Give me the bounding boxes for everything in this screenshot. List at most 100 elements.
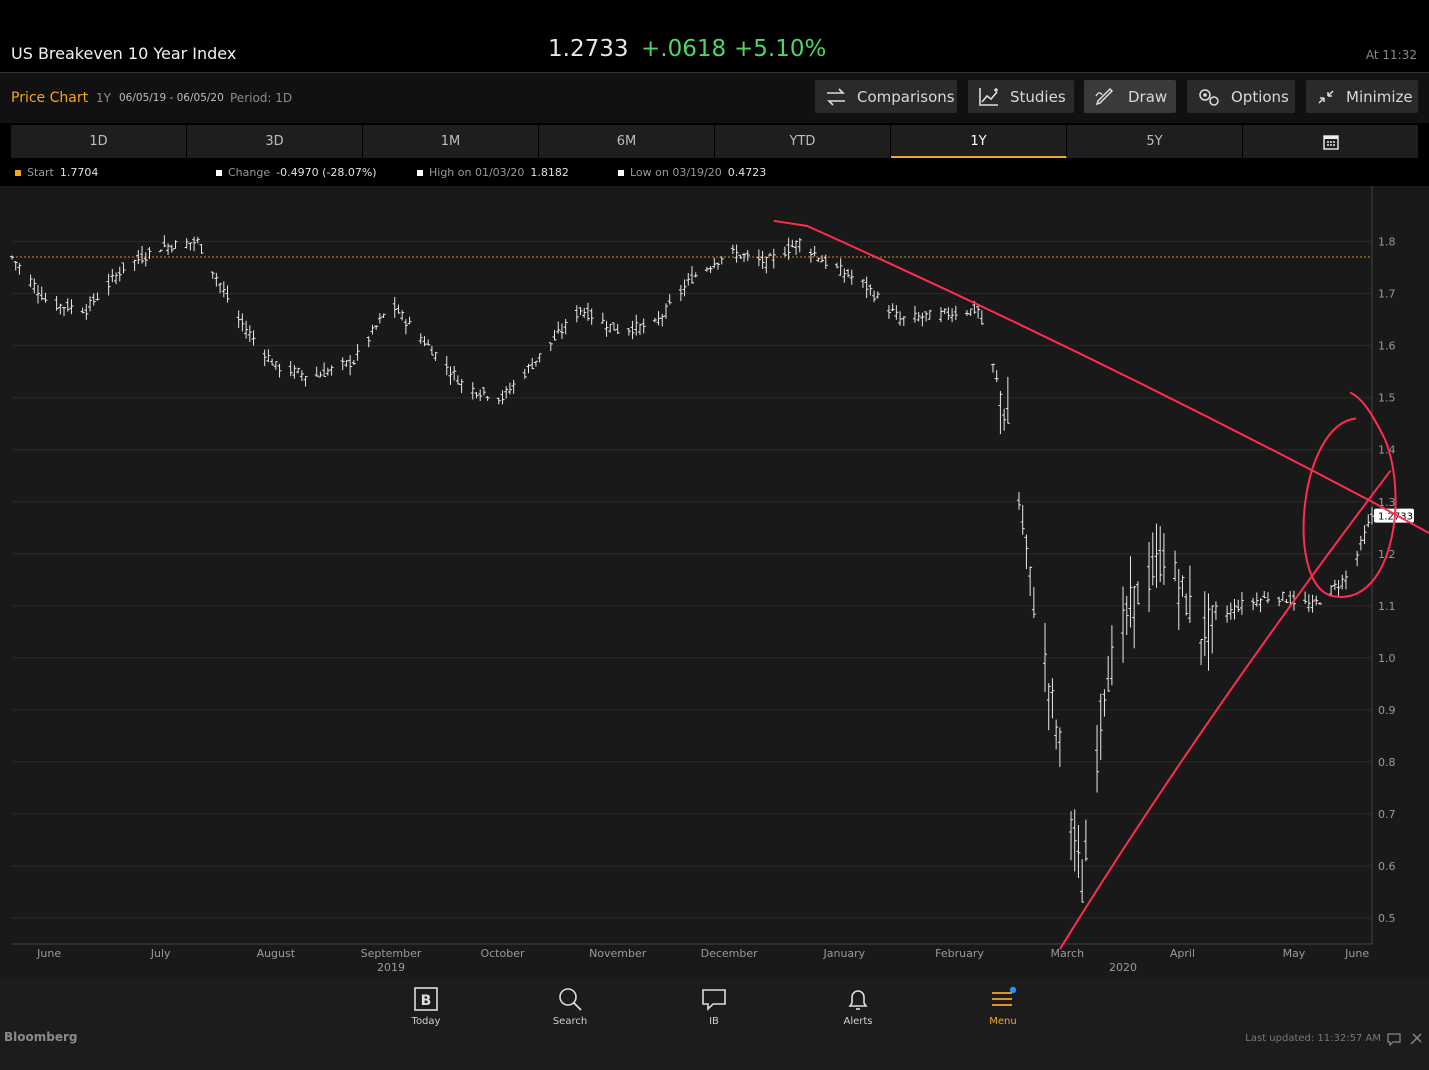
start-label: Start [27, 166, 54, 179]
options-button[interactable]: Options [1187, 80, 1295, 113]
chart-svg[interactable]: 0.50.60.70.80.91.01.11.21.31.41.51.61.71… [0, 186, 1429, 978]
low-label: Low on 03/19/20 [630, 166, 722, 179]
high-value: 1.8182 [530, 166, 569, 179]
bloomberg-b-icon: B [414, 987, 438, 1011]
high-label: High on 01/03/20 [429, 166, 525, 179]
y-tick-label: 0.5 [1378, 912, 1396, 925]
x-tick-label: January [822, 947, 865, 960]
y-tick-label: 1.0 [1378, 652, 1396, 665]
minimize-button[interactable]: Minimize [1306, 80, 1418, 113]
bell-icon [848, 990, 868, 1010]
tab-6m[interactable]: 6M [539, 125, 715, 158]
nav-alerts-label: Alerts [843, 1016, 873, 1027]
draw-button[interactable]: Draw [1084, 80, 1176, 113]
stats-bar: Start 1.7704 Change -0.4970 (-28.07%) Hi… [0, 160, 1429, 186]
x-tick-label: July [150, 947, 171, 960]
chat-bubble-icon [702, 989, 726, 1011]
net-change: +.0618 [641, 36, 727, 62]
as-of-time: At 11:32 [1365, 48, 1417, 62]
x-tick-label: December [701, 947, 759, 960]
range-tabs: 1D 3D 1M 6M YTD 1Y 5Y [11, 125, 1418, 158]
period-label: Period: 1D [230, 91, 293, 105]
x-tick-label: August [257, 947, 296, 960]
x-tick-label: June [1344, 947, 1369, 960]
x-year-label: 2019 [377, 961, 405, 974]
resistance-trendline [773, 219, 1429, 534]
change-label: Change [228, 166, 271, 179]
tab-1y[interactable]: 1Y [891, 125, 1067, 158]
change-stat: Change -0.4970 (-28.07%) [216, 166, 377, 179]
change-value: -0.4970 (-28.07%) [276, 166, 377, 179]
options-label: Options [1231, 87, 1289, 106]
y-tick-label: 1.1 [1378, 600, 1396, 613]
minimize-arrows-icon [1318, 89, 1334, 104]
nav-menu-label: Menu [989, 1016, 1017, 1027]
calendar-tab[interactable] [1243, 125, 1418, 158]
percent-change: +5.10% [734, 36, 827, 62]
nav-search-label: Search [552, 1016, 588, 1027]
range-label: 1Y [96, 91, 111, 105]
nav-ib[interactable]: IB [674, 986, 754, 1027]
x-tick-label: June [36, 947, 61, 960]
y-tick-label: 1.8 [1378, 236, 1396, 249]
low-marker [618, 169, 624, 176]
hamburger-menu-icon [992, 986, 1017, 1006]
calendar-icon [1322, 135, 1339, 150]
x-tick-label: March [1051, 947, 1085, 960]
nav-today[interactable]: B Today [386, 986, 466, 1027]
chat-small-icon[interactable] [1387, 1032, 1403, 1046]
start-value: 1.7704 [59, 166, 99, 179]
nav-today-label: Today [411, 1016, 441, 1027]
tab-1m[interactable]: 1M [363, 125, 539, 158]
tab-3d[interactable]: 3D [187, 125, 363, 158]
security-title: US Breakeven 10 Year Index [11, 44, 237, 63]
y-tick-label: 0.6 [1378, 860, 1396, 873]
y-tick-label: 1.6 [1378, 340, 1396, 353]
nav-search[interactable]: Search [530, 986, 610, 1027]
y-tick-label: 1.3 [1378, 496, 1396, 509]
price-chart-label[interactable]: Price Chart [11, 90, 89, 106]
highlight-circle [1302, 391, 1397, 598]
y-tick-label: 1.5 [1378, 392, 1396, 405]
tab-ytd[interactable]: YTD [715, 125, 891, 158]
nav-alerts[interactable]: Alerts [818, 986, 898, 1027]
tab-1d[interactable]: 1D [11, 125, 187, 158]
header: US Breakeven 10 Year Index 1.2733 +.0618… [0, 0, 1429, 73]
tab-5y[interactable]: 5Y [1067, 125, 1243, 158]
x-tick-label: February [935, 947, 984, 960]
start-marker [15, 169, 21, 176]
nav-menu[interactable]: Menu [963, 986, 1043, 1027]
date-range: 06/05/19 - 06/05/20 [119, 92, 224, 104]
svg-text:B: B [421, 993, 432, 1009]
tools-icon[interactable] [1409, 1032, 1425, 1046]
high-marker [417, 169, 423, 176]
y-tick-label: 0.8 [1378, 756, 1396, 769]
search-icon [559, 988, 582, 1011]
draw-label: Draw [1128, 87, 1168, 106]
y-tick-label: 0.7 [1378, 808, 1396, 821]
y-tick-label: 0.9 [1378, 704, 1396, 717]
x-tick-label: October [480, 947, 524, 960]
x-tick-label: May [1283, 947, 1306, 960]
bloomberg-logo: Bloomberg [4, 1030, 78, 1044]
comparisons-button[interactable]: Comparisons [815, 80, 957, 113]
minimize-label: Minimize [1346, 87, 1413, 106]
last-updated: Last updated: 11:32:57 AM [1245, 1033, 1381, 1044]
start-stat: Start 1.7704 [15, 166, 98, 179]
x-tick-label: April [1170, 947, 1195, 960]
pencil-icon [1095, 87, 1114, 105]
gears-icon [1199, 88, 1219, 106]
x-tick-label: November [589, 947, 647, 960]
studies-chart-icon [979, 87, 998, 106]
last-price: 1.2733 [548, 36, 629, 62]
low-stat: Low on 03/19/20 0.4723 [618, 166, 766, 179]
x-tick-label: September [361, 947, 422, 960]
bottom-nav: B Today Search IB Alerts Menu [0, 978, 1429, 1070]
nav-ib-label: IB [709, 1016, 719, 1027]
y-tick-label: 1.7 [1378, 288, 1396, 301]
price-chart[interactable]: 0.5 0.6 0.7 0.8 0.9 1.0 1.1 1.2 1.3 1.4 1.5 1.6 1.7 1… [0, 186, 1429, 978]
y-tick-label: 1.4 [1378, 444, 1396, 457]
high-stat: High on 01/03/20 1.8182 [417, 166, 569, 179]
x-year-label: 2020 [1109, 961, 1137, 974]
studies-button[interactable]: Studies [968, 80, 1074, 113]
